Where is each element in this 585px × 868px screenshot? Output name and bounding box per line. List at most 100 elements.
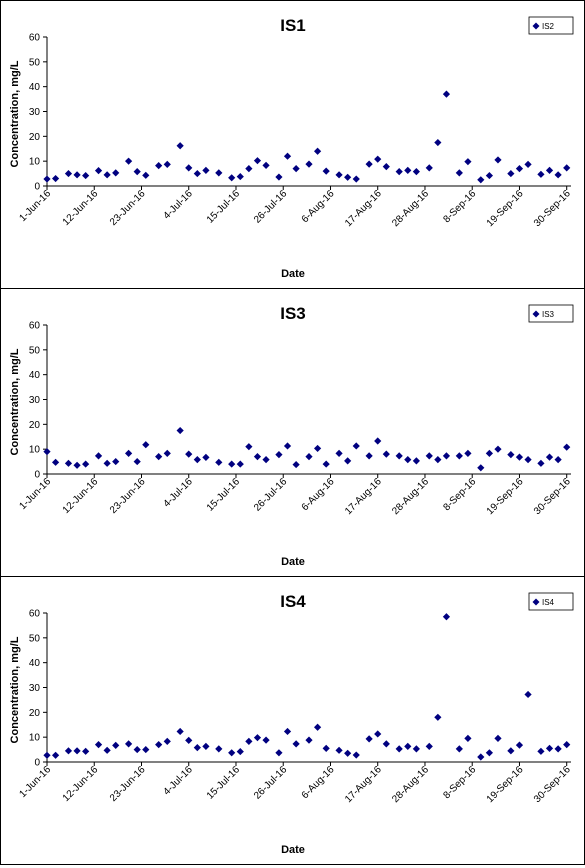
data-point [185,736,193,744]
data-point [43,175,51,183]
data-point [374,155,382,163]
x-tick-label: 30-Sep-16 [532,188,573,229]
y-tick-label: 30 [29,683,41,694]
y-tick-label: 10 [29,445,41,456]
chart-title: IS1 [280,16,306,35]
data-point [253,157,262,165]
data-point [253,453,262,461]
data-point [262,161,270,169]
chart-panel-is3: IS3 Date Concentration, mg/L 0 10 20 30 40 50… [0,288,585,577]
data-point [51,174,60,183]
data-point [305,160,313,168]
x-tick-label: 4-Jul-16 [162,188,196,222]
data-point [142,441,150,449]
data-point [507,451,515,459]
data-point [313,723,322,731]
data-point [185,450,193,458]
data-point [455,745,463,753]
data-point [51,751,60,759]
data-point [382,740,390,748]
y-tick-label: 30 [29,107,41,118]
data-point [245,443,253,451]
data-point [374,730,382,738]
data-point [425,452,433,460]
data-point [283,727,292,736]
legend: IS2 [528,16,574,35]
data-point [202,166,210,174]
y-tick-label: 0 [34,182,40,193]
data-point [395,452,403,460]
legend-box [528,304,574,323]
data-point [485,749,493,757]
y-tick-label: 30 [29,395,41,406]
data-point [51,458,60,466]
data-point [344,173,352,181]
data-point [374,437,382,445]
x-tick-label: 23-Jun-16 [108,188,148,228]
x-axis: 1-Jun-16 12-Jun-16 23-Jun-16 4-Jul-16 15-Jul… [17,185,573,229]
y-tick-label: 60 [29,321,41,332]
x-tick-label: 15-Jul-16 [205,476,243,514]
data-point [103,746,111,754]
data-point [352,751,360,759]
x-tick-label: 26-Jul-16 [252,764,290,802]
data-point [494,734,502,743]
data-point [142,171,150,179]
data-point [163,737,171,745]
data-point [142,745,150,754]
data-point [434,713,442,721]
data-point [477,464,485,472]
data-point [545,453,554,461]
data-point [545,166,554,174]
x-tick-label: 17-Aug-16 [343,764,384,805]
x-tick-label: 23-Jun-16 [108,476,148,516]
data-point [94,452,103,460]
data-point [515,165,524,173]
data-point [73,171,81,179]
data-point [125,449,133,457]
data-point [275,451,283,459]
data-points [43,426,571,472]
y-tick-label: 10 [29,157,41,168]
legend-diamond-icon [532,22,540,30]
data-point [313,444,322,453]
data-point [412,167,420,176]
data-point [322,744,330,752]
data-point [82,171,90,180]
data-point [228,749,236,757]
data-point [163,449,171,457]
y-tick-label: 40 [29,370,41,381]
y-axis: 0 10 20 30 40 50 60 [29,33,48,193]
x-tick-label: 28-Aug-16 [390,764,431,805]
x-tick-label: 23-Jun-16 [108,764,148,804]
chart-svg-is1: IS1 Date Concentration, mg/L 0 10 20 30 40 50… [9,16,574,280]
x-tick-label: 30-Sep-16 [532,764,573,805]
data-point [464,158,472,166]
data-point [155,162,163,170]
x-tick-label: 12-Jun-16 [61,764,101,804]
y-tick-label: 20 [29,708,41,719]
data-point [434,138,442,147]
data-point [82,460,90,468]
data-point [193,169,201,178]
data-point [262,736,270,744]
data-point [292,165,300,173]
x-tick-label: 15-Jul-16 [205,764,243,802]
x-tick-label: 4-Jul-16 [162,764,196,798]
data-points [43,90,571,184]
data-point [395,745,403,753]
data-point [64,459,73,467]
x-axis: 1-Jun-16 12-Jun-16 23-Jun-16 4-Jul-16 15-Jul… [17,761,573,805]
data-point [275,173,283,181]
x-tick-label: 6-Aug-16 [300,764,337,801]
data-point [283,442,292,450]
y-tick-label: 0 [34,758,40,769]
data-point [455,169,463,177]
y-tick-label: 40 [29,658,41,669]
x-tick-label: 8-Sep-16 [441,476,478,513]
chart-svg-is4: IS4 Date Concentration, mg/L 0 10 20 30 40 50… [9,592,574,856]
data-point [365,452,373,460]
data-point [125,157,133,165]
data-point [215,458,223,466]
